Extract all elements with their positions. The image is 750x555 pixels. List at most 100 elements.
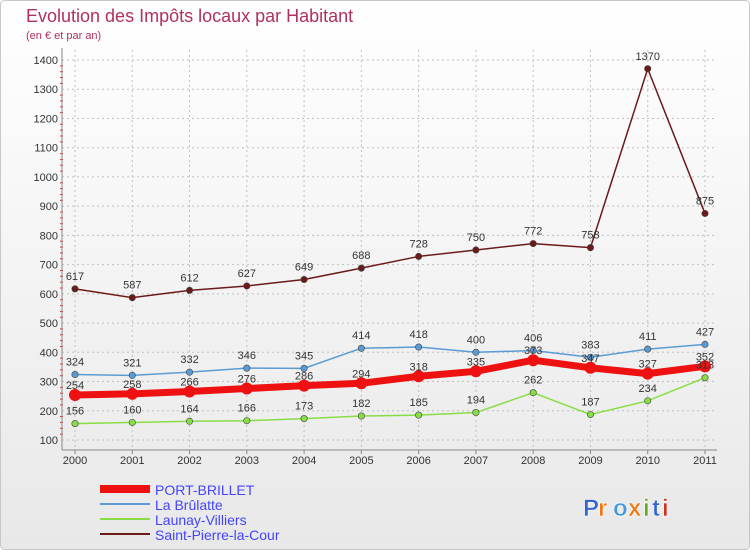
data-labels: 254 258 266 276 286 294 318 335 373 347 327 352 324 3… — [66, 51, 714, 418]
data-label: 418 — [409, 329, 427, 341]
data-point — [300, 415, 308, 423]
data-label: 427 — [696, 326, 714, 338]
x-tick-label: 2001 — [120, 455, 144, 467]
data-point — [357, 344, 365, 352]
data-label: 294 — [352, 368, 370, 380]
data-point — [529, 347, 537, 355]
data-label: 318 — [409, 361, 427, 373]
data-point — [243, 364, 251, 372]
logo-letter: o — [613, 495, 628, 522]
x-tick-label: 2005 — [349, 455, 373, 467]
data-label: 266 — [180, 376, 198, 388]
series-line-3 — [74, 68, 706, 299]
data-point — [186, 368, 194, 376]
data-point — [186, 417, 194, 425]
data-point — [412, 370, 425, 383]
data-label: 373 — [524, 345, 542, 357]
data-point — [586, 411, 594, 419]
chart-subtitle: (en € et par an) — [26, 30, 101, 42]
data-label: 649 — [295, 262, 313, 274]
data-point — [701, 374, 709, 382]
data-label: 627 — [238, 268, 256, 280]
logo-letter: i — [662, 495, 669, 522]
y-tick-label: 1100 — [34, 143, 58, 155]
data-label: 875 — [696, 195, 714, 207]
data-label: 688 — [352, 250, 370, 262]
data-label: 345 — [295, 350, 313, 362]
x-tick-label: 2009 — [578, 455, 602, 467]
data-point — [298, 379, 311, 392]
data-label: 173 — [295, 401, 313, 413]
y-tick-label: 100 — [40, 435, 58, 447]
legend-label: Launay-Villiers — [155, 512, 247, 528]
data-label: 383 — [581, 339, 599, 351]
data-label: 164 — [180, 403, 198, 415]
chart-title: Evolution des Impôts locaux par Habitant — [26, 6, 353, 26]
data-label: 346 — [238, 350, 256, 362]
data-label: 276 — [238, 374, 256, 386]
data-label: 313 — [696, 360, 714, 372]
logo-letter: r — [598, 495, 607, 522]
data-label: 327 — [639, 359, 657, 371]
data-label: 321 — [123, 357, 141, 369]
x-tick-label: 2004 — [292, 455, 316, 467]
data-point — [586, 353, 594, 361]
y-tick-label: 900 — [40, 201, 58, 213]
logo-letter: i — [643, 495, 650, 522]
logo-letter: t — [652, 495, 660, 522]
data-label: 166 — [238, 403, 256, 415]
series-layer — [69, 65, 711, 428]
data-label: 347 — [581, 353, 599, 365]
data-point — [186, 286, 194, 294]
data-point — [586, 244, 594, 252]
data-label: 332 — [180, 354, 198, 366]
data-point — [415, 343, 423, 351]
data-label: 758 — [581, 230, 599, 242]
data-point — [701, 209, 709, 217]
data-point — [699, 360, 711, 373]
data-point — [644, 397, 652, 405]
data-label: 324 — [66, 357, 84, 369]
data-point — [529, 389, 537, 397]
y-tick-label: 1200 — [34, 113, 58, 125]
data-point — [357, 412, 365, 420]
logo-letter: x — [628, 495, 642, 522]
data-label: 750 — [467, 232, 485, 244]
data-point — [701, 340, 709, 348]
y-tick-label: 1300 — [34, 84, 58, 96]
x-tick-label: 2002 — [177, 455, 201, 467]
data-point — [243, 282, 251, 290]
data-label: 160 — [123, 404, 141, 416]
data-point — [415, 411, 423, 419]
data-point — [357, 264, 365, 272]
data-label: 406 — [524, 333, 542, 345]
data-point — [71, 371, 79, 379]
data-label: 187 — [581, 397, 599, 409]
data-point — [415, 252, 423, 260]
y-tick-label: 600 — [40, 289, 58, 301]
series-line-0 — [74, 356, 706, 399]
data-point — [128, 294, 136, 302]
data-point — [128, 418, 136, 426]
x-tick-label: 2000 — [63, 455, 87, 467]
data-label: 772 — [524, 226, 542, 238]
data-point — [128, 371, 136, 379]
data-label: 1370 — [635, 51, 659, 63]
data-point — [472, 348, 480, 356]
data-point — [527, 354, 540, 367]
y-tick-label: 400 — [40, 347, 58, 359]
x-tick-label: 2003 — [235, 455, 259, 467]
data-label: 617 — [66, 271, 84, 283]
data-label: 182 — [352, 398, 370, 410]
data-label: 194 — [467, 395, 485, 407]
data-point — [644, 65, 652, 73]
y-tick-label: 300 — [40, 377, 58, 389]
y-tick-label: 1000 — [34, 172, 58, 184]
legend-label: La Brûlatte — [155, 497, 223, 513]
series-line-1 — [74, 343, 706, 377]
y-tick-label: 800 — [40, 230, 58, 242]
data-label: 587 — [123, 280, 141, 292]
data-point — [584, 361, 597, 374]
